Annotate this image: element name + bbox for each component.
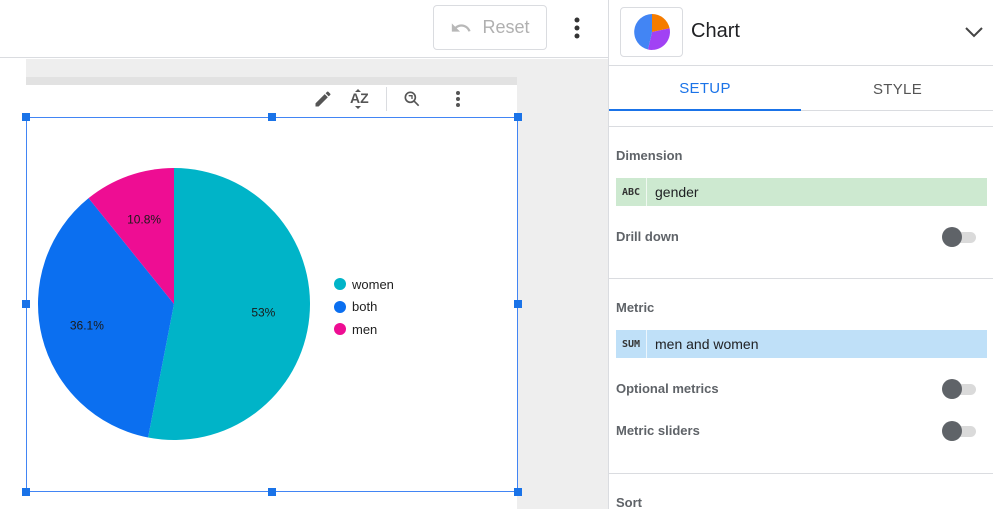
slice-label-both: 36.1% [70, 319, 104, 333]
legend-swatch [334, 323, 346, 336]
pie-chart-icon [633, 14, 670, 50]
toggle-track [950, 232, 976, 243]
pie-slice-men[interactable] [88, 168, 174, 304]
chart-legend: women both men [334, 273, 394, 341]
toggle-track [950, 384, 976, 395]
toggle-knob [942, 421, 962, 441]
panel-header: Chart [609, 0, 993, 66]
resize-handle-e[interactable] [514, 300, 522, 308]
chevron-down-icon[interactable] [963, 22, 985, 42]
tab-style[interactable]: STYLE [872, 80, 923, 98]
metric-heading: Metric [616, 300, 655, 315]
metric-field-chip[interactable]: SUM men and women [616, 330, 987, 358]
legend-item-women[interactable]: women [334, 273, 394, 296]
text-type-badge: ABC [616, 178, 647, 206]
resize-handle-w[interactable] [22, 300, 30, 308]
report-toolbar: Reset [0, 0, 608, 58]
toolbar-divider [386, 87, 387, 111]
pie-chart[interactable]: 53% 36.1% 10.8% [30, 160, 320, 450]
chart-type-selector[interactable] [620, 7, 683, 57]
svg-text:AZ: AZ [350, 90, 369, 106]
section-divider [609, 278, 993, 279]
sum-type-badge: SUM [616, 330, 647, 358]
slice-label-women: 53% [251, 306, 275, 320]
dimension-heading: Dimension [616, 148, 683, 163]
toggle-knob [942, 379, 962, 399]
legend-item-men[interactable]: men [334, 318, 394, 341]
toggle-track [950, 426, 976, 437]
resize-handle-n[interactable] [268, 113, 276, 121]
resize-handle-nw[interactable] [22, 113, 30, 121]
optional-metrics-label: Optional metrics [616, 381, 719, 396]
more-vert-icon[interactable] [566, 14, 588, 42]
resize-handle-sw[interactable] [22, 488, 30, 496]
pencil-icon[interactable] [310, 86, 336, 112]
reset-button[interactable]: Reset [433, 5, 547, 50]
legend-item-both[interactable]: both [334, 296, 394, 319]
undo-icon [452, 22, 472, 32]
metric-field-label: men and women [655, 336, 759, 352]
resize-handle-s[interactable] [268, 488, 276, 496]
section-divider [609, 473, 993, 474]
optional-metrics-toggle[interactable] [942, 379, 978, 399]
card-header-strip [26, 77, 517, 85]
section-divider [609, 126, 993, 127]
properties-panel: Chart SETUP STYLE Dimension ABC gender D… [608, 0, 993, 509]
pie-slice-both[interactable] [38, 198, 175, 438]
canvas-margin [0, 59, 26, 509]
metric-sliders-toggle[interactable] [942, 421, 978, 441]
toggle-knob [942, 227, 962, 247]
sort-az-icon[interactable]: AZ [348, 86, 374, 112]
zoom-icon[interactable] [399, 86, 425, 112]
more-vert-icon[interactable] [445, 86, 471, 112]
chart-card-toolbar: AZ [310, 85, 520, 113]
legend-label: women [352, 276, 394, 292]
legend-swatch [334, 278, 346, 291]
dimension-field-label: gender [655, 184, 699, 200]
slice-label-men: 10.8% [127, 212, 161, 226]
resize-handle-ne[interactable] [514, 113, 522, 121]
metric-sliders-label: Metric sliders [616, 423, 700, 438]
tab-setup[interactable]: SETUP [609, 67, 801, 111]
legend-label: men [352, 321, 378, 337]
legend-label: both [352, 299, 378, 315]
drill-down-label: Drill down [616, 229, 679, 244]
reset-label: Reset [482, 17, 530, 37]
sort-heading: Sort [616, 495, 642, 509]
resize-handle-se[interactable] [514, 488, 522, 496]
drill-down-toggle[interactable] [942, 227, 978, 247]
dimension-field-chip[interactable]: ABC gender [616, 178, 987, 206]
panel-title: Chart [691, 20, 740, 42]
panel-tabs: SETUP STYLE [609, 67, 993, 111]
legend-swatch [334, 300, 346, 313]
pie-slice-women[interactable] [148, 168, 311, 440]
